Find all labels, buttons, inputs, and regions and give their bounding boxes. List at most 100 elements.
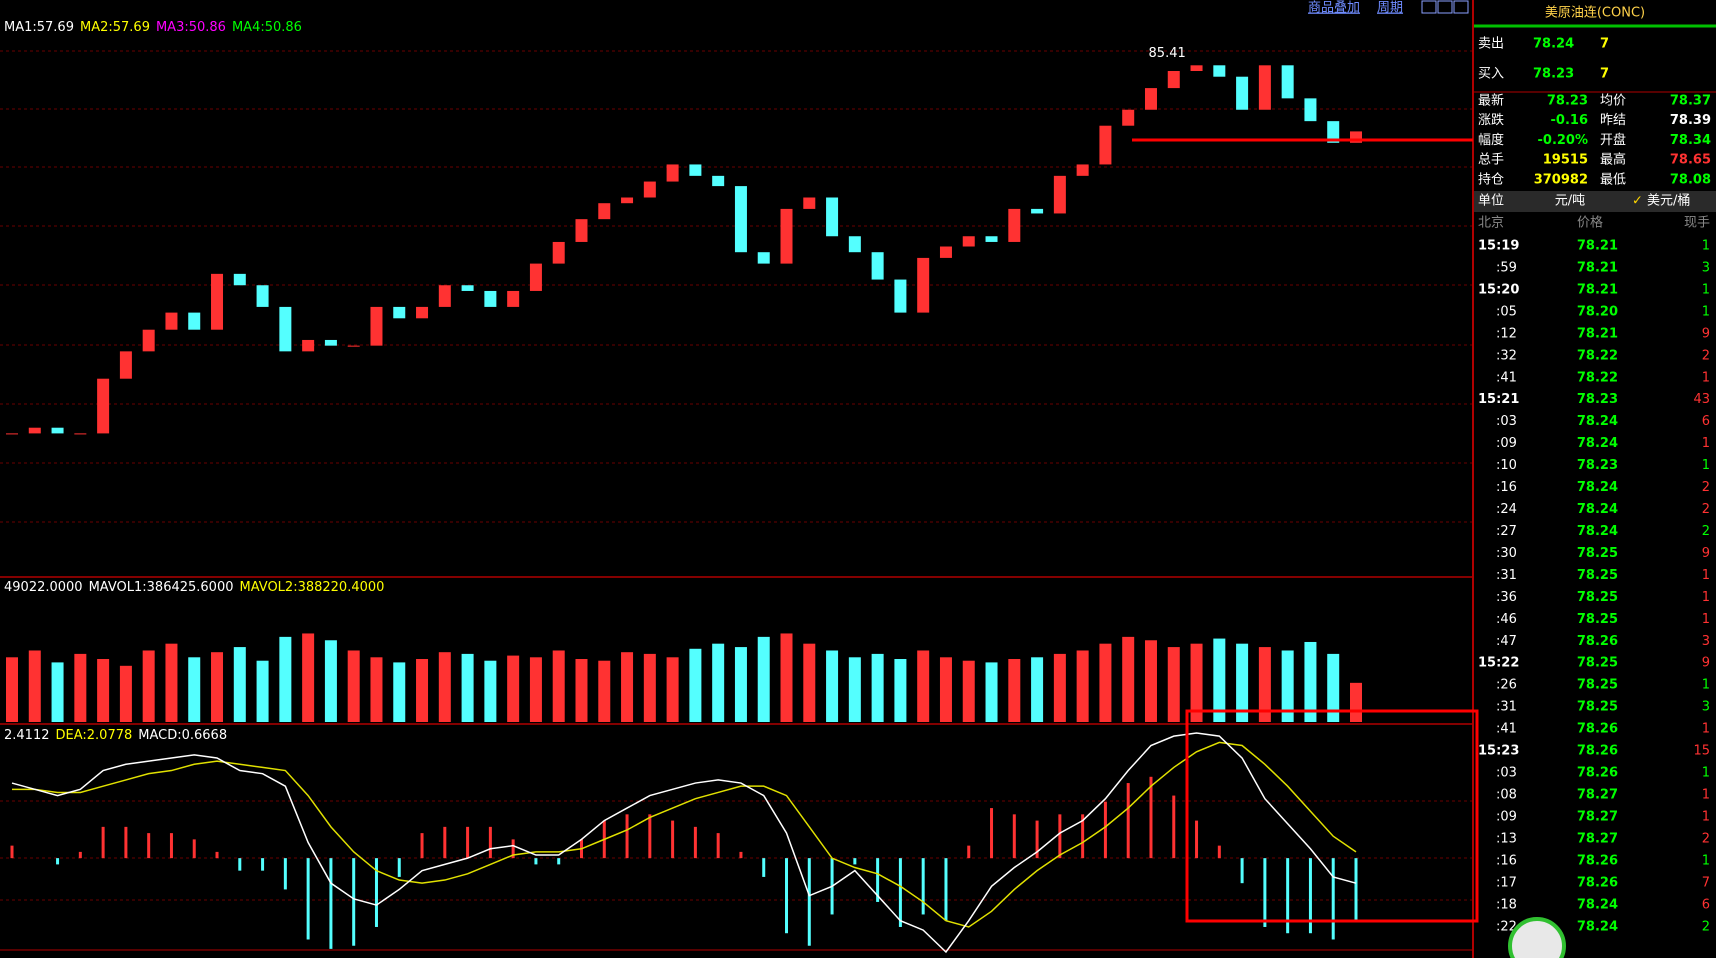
candle xyxy=(461,285,474,291)
macd-bar xyxy=(215,851,219,859)
tick-price: 78.26 xyxy=(1577,722,1618,737)
tick-qty: 1 xyxy=(1702,458,1710,473)
volume-bar xyxy=(97,659,110,722)
tick-qty: 1 xyxy=(1702,239,1710,254)
macd-bar xyxy=(1308,858,1312,934)
candle xyxy=(1053,175,1066,214)
tick-price: 78.26 xyxy=(1577,766,1618,781)
macd-bar xyxy=(466,826,470,859)
tick-qty: 1 xyxy=(1702,282,1710,297)
period-link[interactable]: 周期 xyxy=(1377,1,1403,16)
field-label: 最高 xyxy=(1600,152,1626,168)
volume-bar xyxy=(233,647,246,722)
tick-price: 78.21 xyxy=(1577,239,1618,254)
candle xyxy=(279,306,292,352)
volume-bar xyxy=(734,647,747,722)
buy-label: 买入 xyxy=(1478,67,1504,82)
header-item: MACD:0.6668 xyxy=(138,728,227,743)
nav-button[interactable] xyxy=(1437,0,1453,14)
macd-bar xyxy=(967,845,971,859)
volume-bar xyxy=(529,657,542,722)
macd-bar xyxy=(397,858,401,877)
volume-bar xyxy=(484,660,497,722)
field-label: 昨结 xyxy=(1600,113,1626,128)
candle xyxy=(211,273,224,330)
volume-bar xyxy=(1236,643,1249,722)
volume-bar xyxy=(1327,653,1340,722)
volume-bar xyxy=(461,653,474,722)
candle xyxy=(393,306,406,319)
macd-bar xyxy=(192,839,196,859)
volume-bar xyxy=(1258,647,1271,722)
candle xyxy=(256,285,269,307)
candle xyxy=(917,257,930,313)
candle xyxy=(28,427,41,434)
macd-bar xyxy=(762,858,766,877)
volume-bar xyxy=(211,652,224,722)
overlay-link[interactable]: 商品叠加 xyxy=(1308,1,1360,16)
tick-qty: 6 xyxy=(1702,897,1710,912)
tick-qty: 1 xyxy=(1702,853,1710,868)
tick-price: 78.22 xyxy=(1577,348,1618,363)
tick-price: 78.25 xyxy=(1577,612,1618,627)
tick-price: 78.21 xyxy=(1577,326,1618,341)
tick-price: 78.25 xyxy=(1577,656,1618,671)
tick-time: :26 xyxy=(1496,678,1517,693)
macd-bar xyxy=(693,826,697,859)
tick-price: 78.24 xyxy=(1577,436,1618,451)
candle xyxy=(712,175,725,187)
tick-price: 78.26 xyxy=(1577,744,1618,759)
tick-time: 15:19 xyxy=(1478,239,1519,254)
chart-area: MA1:57.69 MA2:57.69 MA3:50.86 MA4:50.86 4902… xyxy=(4,20,1362,954)
candle xyxy=(74,433,87,435)
dif-line xyxy=(11,732,1357,954)
tick-qty: 2 xyxy=(1702,480,1710,495)
tick-price: 78.27 xyxy=(1577,809,1618,824)
quote-panel: 美原油连(CONC) 卖出 78.24 7 买入 78.23 7 最新 78.23 均价 78.37… xyxy=(1474,0,1716,954)
tick-price: 78.24 xyxy=(1577,897,1618,912)
tick-qty: 2 xyxy=(1702,502,1710,517)
tick-time: :05 xyxy=(1496,304,1517,319)
volume-bar xyxy=(621,652,634,722)
candle xyxy=(1258,65,1271,110)
macd-bar xyxy=(1058,814,1062,859)
macd-bar xyxy=(1081,814,1085,859)
tick-time: :27 xyxy=(1496,524,1517,539)
candle xyxy=(803,197,816,209)
tick-price: 78.25 xyxy=(1577,590,1618,605)
macd-bar xyxy=(488,826,492,859)
tick-qty: 7 xyxy=(1702,875,1710,890)
tick-qty: 3 xyxy=(1702,634,1710,649)
macd-bar xyxy=(1172,795,1176,859)
tick-time: :22 xyxy=(1496,919,1517,934)
tick-price: 78.21 xyxy=(1577,260,1618,275)
candle xyxy=(780,208,793,264)
tick-qty: 1 xyxy=(1702,612,1710,627)
candle xyxy=(985,236,998,242)
panel-header: MA1:57.69 MA2:57.69 MA3:50.86 MA4:50.86 xyxy=(4,20,302,35)
candle xyxy=(507,290,520,307)
nav-button[interactable] xyxy=(1453,0,1469,14)
nav-button[interactable] xyxy=(1421,0,1437,14)
tick-qty: 1 xyxy=(1702,370,1710,385)
volume-bar xyxy=(347,650,360,722)
field-value: 19515 xyxy=(1543,153,1588,168)
macd-bar xyxy=(648,814,652,859)
candle xyxy=(6,433,18,435)
macd-bar xyxy=(1126,783,1130,859)
title-bar xyxy=(1474,0,1716,24)
macd-bar xyxy=(557,858,561,865)
unit-option: 元/吨 xyxy=(1555,194,1585,209)
tick-price: 78.24 xyxy=(1577,414,1618,429)
annotation-box xyxy=(1185,709,1479,923)
volume-bar xyxy=(1144,640,1157,722)
sell-qty: 7 xyxy=(1600,37,1609,52)
volume-bar xyxy=(1167,647,1180,722)
field-label: 最新 xyxy=(1478,93,1504,109)
volume-bar xyxy=(757,636,770,722)
header-item: DEA:2.0778 xyxy=(56,728,133,743)
macd-bar xyxy=(671,820,675,859)
candle xyxy=(1144,88,1157,110)
macd-bar xyxy=(807,858,811,946)
